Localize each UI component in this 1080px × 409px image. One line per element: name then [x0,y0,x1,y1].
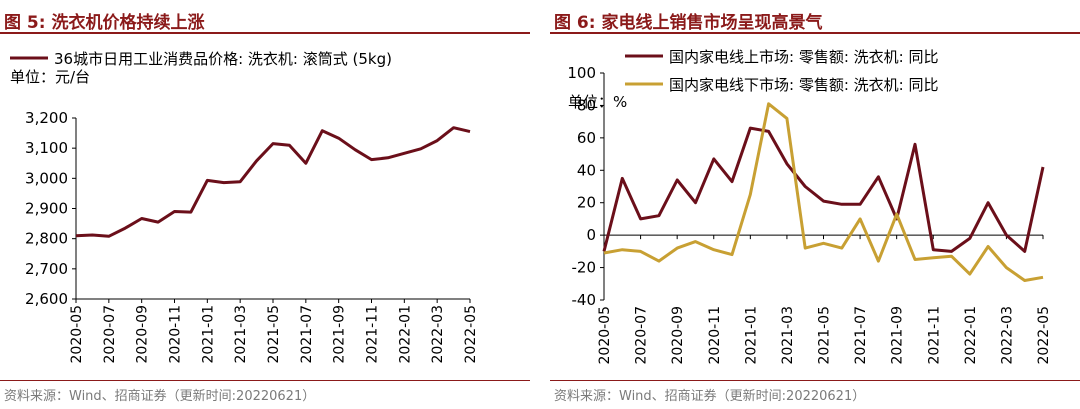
chart-title: 图 5: 洗衣机价格持续上涨 [4,13,205,33]
x-tick-label: 2021-05 [266,305,282,364]
title-rule [0,32,530,34]
x-tick-label: 2020-07 [634,306,650,365]
source-note: 资料来源：Wind、招商证券（更新时间:20220621） [4,389,316,404]
x-tick-label: 2022-03 [430,305,446,364]
x-tick-label: 2021-03 [780,306,796,365]
x-tick-label: 2021-03 [233,305,249,364]
y-tick-label: 0 [586,226,596,244]
x-tick-label: 2022-01 [963,306,979,365]
x-tick-label: 2022-01 [397,305,413,364]
y-tick-label: 80 [577,96,596,114]
x-tick-label: 2021-05 [817,306,833,365]
y-tick-label: 20 [577,194,596,212]
x-tick-label: 2022-03 [999,306,1015,365]
title-rule [550,32,1080,34]
x-tick-label: 2021-11 [926,306,942,365]
legend-label: 国内家电线下市场: 零售额: 洗衣机: 同比 [669,76,938,94]
y-tick-label: 2,600 [25,290,68,308]
source-rule [0,380,530,381]
y-tick-label: 2,900 [25,200,68,218]
y-tick-label: 3,100 [25,139,68,157]
sales-yoy-line-chart: -40 -20 0 20 40 60 80 100 2020-05 2020-07 2020-09 2… [567,48,1052,365]
price-line-chart: 2,600 2,700 2,800 2,900 3,000 3,100 3,200 2020-… [10,50,479,364]
y-tick-label: 40 [577,161,596,179]
y-tick-label: -40 [572,291,597,309]
x-tick-label: 2021-07 [853,306,869,365]
series-line-1 [602,126,1045,253]
x-tick-label: 2020-11 [707,306,723,365]
x-tick-label: 2021-09 [332,305,348,364]
source-rule [550,380,1080,381]
chart-title: 图 6: 家电线上销售市场呈现高景气 [554,13,823,33]
chart-panel-sales: 图 6: 家电线上销售市场呈现高景气 -40 -20 0 20 40 60 80 100 202… [550,0,1080,409]
x-tick-label: 2020-11 [168,305,184,364]
x-tick-label: 2022-05 [463,305,479,364]
series-line-2 [603,102,1044,282]
legend-label: 国内家电线上市场: 零售额: 洗衣机: 同比 [669,48,938,66]
y-tick-label: -20 [572,259,597,277]
x-tick-label: 2020-09 [670,306,686,365]
y-tick-label: 60 [577,129,596,147]
x-tick-label: 2020-05 [597,306,613,365]
unit-label: 单位：元/台 [10,68,90,86]
y-tick-label: 2,800 [25,230,68,248]
x-tick-label: 2020-05 [69,305,85,364]
series-line-1 [75,126,471,238]
x-tick-label: 2022-05 [1036,306,1052,365]
y-tick-label: 2,700 [25,260,68,278]
x-tick-label: 2021-01 [743,306,759,365]
x-tick-label: 2021-11 [365,305,381,364]
unit-label: 单位：% [568,93,627,111]
x-tick-label: 2021-01 [200,305,216,364]
x-tick-label: 2021-09 [890,306,906,365]
chart-panel-price: 图 5: 洗衣机价格持续上涨 2,600 2,700 2,800 2,900 3,000… [0,0,530,409]
y-tick-label: 100 [567,64,596,82]
x-tick-label: 2020-09 [135,305,151,364]
source-note: 资料来源：Wind、招商证券（更新时间:20220621） [554,389,866,404]
y-tick-label: 3,200 [25,109,68,127]
x-tick-label: 2020-07 [102,305,118,364]
y-tick-label: 3,000 [25,169,68,187]
legend-label: 36城市日用工业消费品价格: 洗衣机: 滚筒式 (5kg) [54,50,392,68]
x-tick-label: 2021-07 [299,305,315,364]
